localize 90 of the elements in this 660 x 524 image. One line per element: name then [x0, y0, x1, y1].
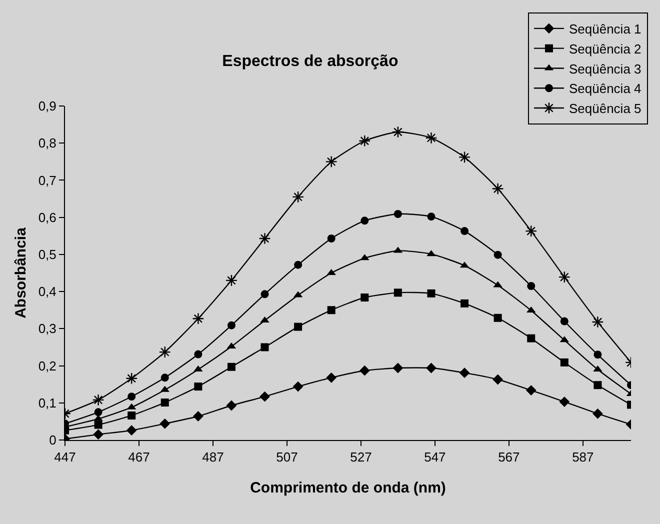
point — [492, 374, 504, 385]
point — [392, 126, 404, 138]
point — [594, 350, 602, 359]
point — [460, 299, 469, 308]
point — [425, 132, 438, 144]
point — [128, 412, 136, 420]
point — [226, 400, 237, 411]
point — [394, 210, 402, 218]
point — [460, 227, 469, 236]
legend-label: Seqüência 4 — [568, 81, 642, 96]
point — [292, 190, 304, 203]
y-tick-label: 0,5 — [38, 246, 56, 262]
y-tick-label: 0,4 — [38, 284, 56, 300]
x-tick-label: 507 — [276, 450, 298, 465]
point — [559, 396, 570, 407]
point — [192, 312, 204, 325]
point — [526, 385, 536, 396]
x-tick-label: 547 — [424, 450, 446, 465]
chart-title: Espectros de absorção — [222, 52, 398, 70]
point — [93, 429, 104, 440]
y-tick-label: 0,6 — [38, 210, 56, 225]
point — [327, 234, 336, 242]
x-tick-label: 527 — [350, 450, 372, 465]
point — [494, 250, 502, 259]
point — [592, 316, 604, 328]
y-tick-label: 0 — [49, 432, 56, 448]
point — [427, 212, 436, 221]
point — [258, 232, 271, 244]
point — [427, 289, 436, 298]
point — [394, 288, 402, 297]
point — [458, 151, 471, 164]
point — [126, 425, 137, 436]
point — [94, 420, 102, 429]
point — [194, 382, 202, 391]
point — [360, 216, 369, 225]
point — [292, 381, 304, 392]
point — [592, 408, 603, 419]
point — [392, 362, 404, 374]
point — [128, 392, 136, 401]
legend-label: Seqüência 3 — [568, 61, 642, 76]
point — [294, 260, 302, 269]
legend-label: Seqüência 5 — [568, 101, 642, 116]
y-tick-label: 0,7 — [38, 172, 56, 188]
point — [527, 282, 536, 290]
point — [160, 398, 169, 407]
point — [227, 362, 236, 371]
point — [560, 358, 568, 366]
point — [194, 350, 202, 358]
point — [160, 374, 169, 382]
x-tick-label: 567 — [498, 450, 520, 465]
point — [359, 365, 370, 376]
point — [225, 274, 238, 286]
y-axis-title: Absorbância — [12, 226, 30, 318]
point — [527, 334, 536, 342]
point — [192, 411, 204, 422]
point — [158, 346, 171, 358]
point — [525, 225, 538, 238]
legend-label: Seqüência 1 — [568, 22, 642, 36]
x-axis-title: Comprimento de onda (nm) — [250, 480, 446, 497]
point — [260, 391, 270, 402]
x-tick-label: 467 — [128, 450, 150, 465]
point — [326, 372, 337, 383]
point — [358, 134, 371, 147]
point — [260, 343, 269, 352]
point — [494, 314, 502, 322]
point — [325, 156, 338, 168]
point — [126, 372, 138, 384]
x-tick-label: 587 — [572, 450, 594, 465]
point — [94, 408, 102, 416]
x-tick-label: 447 — [54, 450, 76, 465]
point — [426, 362, 436, 374]
x-tick-label: 487 — [202, 450, 224, 465]
y-tick-label: 0,2 — [38, 358, 56, 374]
point — [327, 306, 336, 314]
point — [92, 394, 104, 406]
y-tick-label: 0,3 — [38, 321, 56, 336]
point — [594, 381, 602, 390]
point — [360, 293, 369, 302]
point — [560, 317, 568, 326]
y-tick-label: 0,9 — [38, 98, 56, 114]
point — [459, 368, 470, 378]
point — [260, 290, 269, 298]
point — [558, 271, 570, 284]
point — [160, 418, 170, 429]
y-tick-label: 0,1 — [38, 395, 56, 410]
point — [227, 321, 236, 330]
point — [294, 322, 302, 331]
y-tick-label: 0,8 — [38, 136, 56, 151]
point — [492, 182, 504, 195]
legend-label: Seqüência 2 — [568, 41, 642, 56]
